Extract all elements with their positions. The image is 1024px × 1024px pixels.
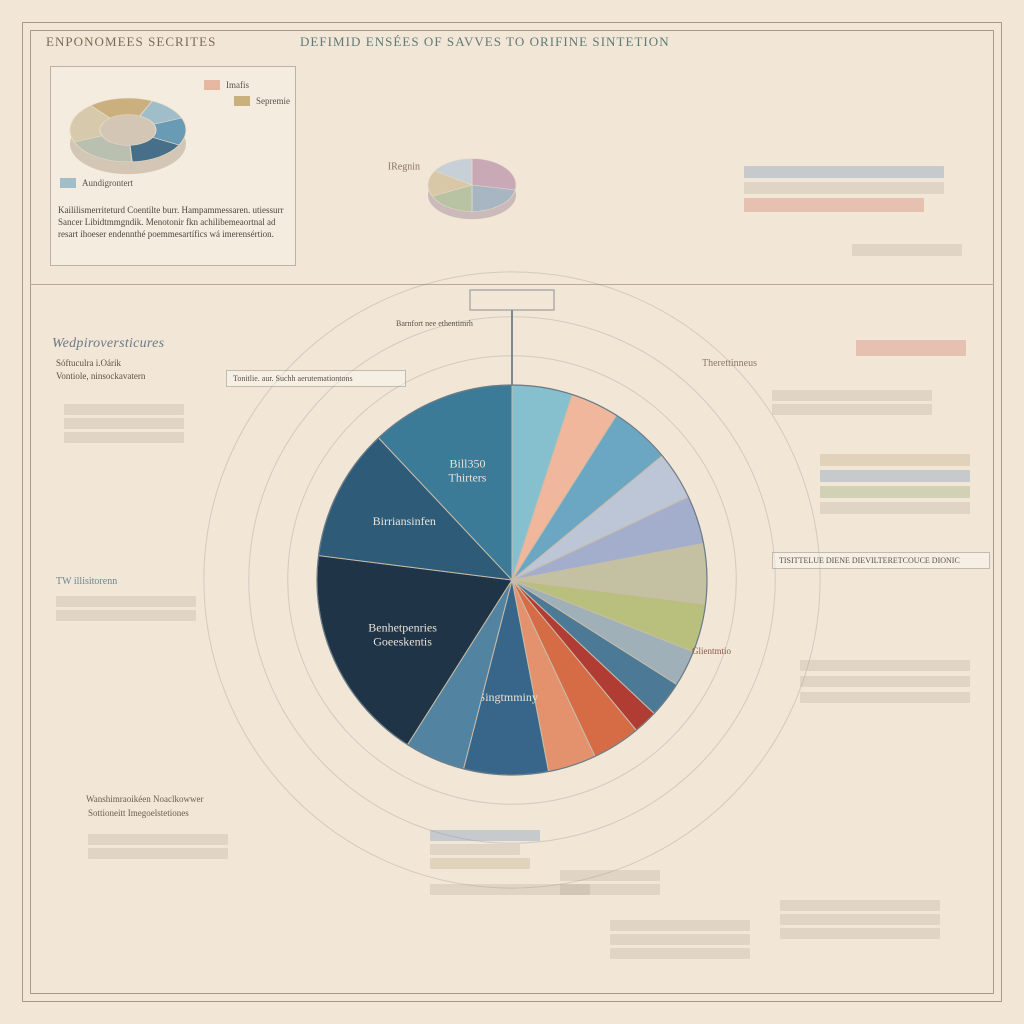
sidebar-line: Sóftuculra i.Oárik	[56, 358, 121, 368]
background-tag	[820, 486, 970, 498]
legend-swatch	[60, 178, 76, 188]
annotation-box: Tonitlie. aur. Suchh aerutemationtons	[226, 370, 406, 387]
background-tag	[800, 692, 970, 703]
background-tag	[610, 920, 750, 931]
background-tag	[56, 610, 196, 621]
annotation-box: TISITTELUE DIENE DIEVILTERETCOUCE DIONIC	[772, 552, 990, 569]
background-tag	[820, 502, 970, 514]
background-tag	[744, 182, 944, 194]
background-tag	[800, 676, 970, 687]
background-tag	[744, 166, 944, 178]
legend-label: Sepremie	[256, 96, 290, 106]
background-tag	[780, 928, 940, 939]
background-tag	[88, 834, 228, 845]
background-tag	[780, 900, 940, 911]
background-tag	[610, 948, 750, 959]
background-tag	[772, 404, 932, 415]
legend-description: Kaililismerriteturd Coentilte burr. Hamp…	[58, 204, 288, 240]
caption-label: Wanshimraoikéen Noaclkowwer	[86, 794, 203, 804]
background-tag	[64, 404, 184, 415]
legend-label: Aundigrontert	[82, 178, 133, 188]
background-tag	[820, 454, 970, 466]
background-tag	[56, 596, 196, 607]
background-tag	[560, 884, 660, 895]
legend-swatch	[234, 96, 250, 106]
caption-label: Therettinneus	[702, 358, 757, 369]
background-tag	[820, 470, 970, 482]
background-tag	[64, 432, 184, 443]
pie-slice-label: Bill350Thirters	[448, 457, 486, 485]
legend-item: Imafis	[204, 80, 249, 90]
background-tag	[772, 390, 932, 401]
background-tag	[430, 858, 530, 869]
pie-slice-label: Singtmminy	[479, 690, 538, 704]
caption-label: Glientmtio	[692, 646, 731, 656]
background-tag	[430, 830, 540, 841]
background-tag	[88, 848, 228, 859]
background-tag	[800, 660, 970, 671]
background-tag	[430, 844, 520, 855]
minor-pie-label: IRegnin	[388, 162, 420, 173]
legend-swatch	[204, 80, 220, 90]
pie-slice-label: BenhetpenriesGoeeskentis	[368, 620, 437, 648]
background-tag	[852, 244, 962, 256]
background-tag	[744, 198, 924, 212]
infographic-canvas: ENPONOMEES SECRITESDEFIMID ENSÉES OF SAV…	[0, 0, 1024, 1024]
caption-label: TW illisitorenn	[56, 576, 117, 587]
sidebar-title: Wedpiroversticures	[52, 336, 164, 352]
background-tag	[780, 914, 940, 925]
background-tag	[560, 870, 660, 881]
legend-item: Aundigrontert	[60, 178, 133, 188]
sidebar-line: Vontiole, ninsockavatern	[56, 371, 145, 381]
legend-label: Imafis	[226, 80, 249, 90]
background-tag	[856, 340, 966, 356]
legend-item: Sepremie	[234, 96, 290, 106]
annotation-box: Barnfort nee ethentimrh	[390, 316, 590, 331]
pie-slice-label: Birriansinfen	[373, 514, 436, 528]
background-tag	[610, 934, 750, 945]
caption-label: Sottioneitt Imegoelstetiones	[88, 808, 189, 818]
background-tag	[64, 418, 184, 429]
